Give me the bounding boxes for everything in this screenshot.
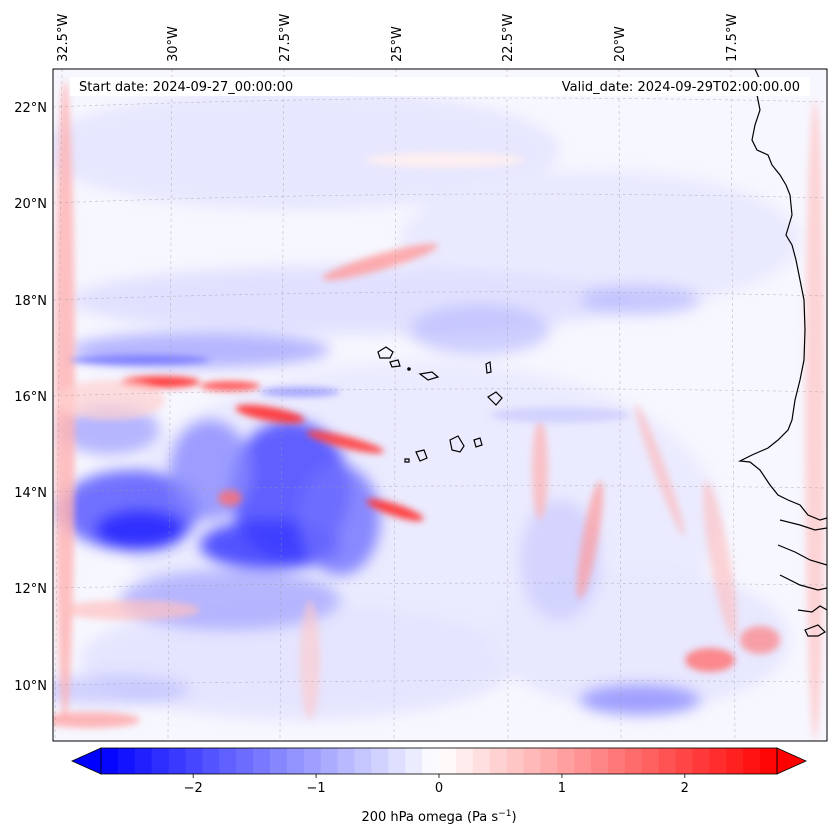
map-panel: Start date: 2024-09-27_00:00:00 Valid_da… <box>52 68 828 742</box>
colorbar-step <box>168 748 187 774</box>
colorbar-step <box>506 748 525 774</box>
colorbar-step <box>439 748 457 774</box>
colorbar-extend-max <box>776 747 807 775</box>
colorbar-step <box>405 748 423 774</box>
colorbar-step <box>540 748 558 774</box>
colorbar-step <box>422 748 440 774</box>
colorbar-step <box>134 748 153 774</box>
lat-label-10n: 10°N <box>14 679 47 694</box>
graticule <box>53 69 827 741</box>
coastline <box>377 69 827 637</box>
colorbar-step <box>286 748 305 774</box>
colorbar-tick-label: 2 <box>681 781 689 796</box>
colorbar-step <box>371 748 389 774</box>
lat-label-16n: 16°N <box>14 390 47 405</box>
colorbar-step <box>337 748 356 774</box>
colorbar-step <box>523 748 541 774</box>
colorbar-extend-min <box>71 747 102 775</box>
lon-label-27-5w: 27.5°W <box>278 14 293 62</box>
colorbar-step <box>675 748 694 774</box>
colorbar-step <box>692 748 710 774</box>
colorbar-step <box>557 748 575 774</box>
colorbar-step <box>641 748 660 774</box>
colorbar-step <box>151 748 170 774</box>
colorbar-step <box>624 748 643 774</box>
colorbar-step <box>574 748 592 774</box>
colorbar-step <box>726 748 744 774</box>
colorbar-step <box>185 748 203 774</box>
map-frame <box>52 68 828 742</box>
lon-label-32-5w: 32.5°W <box>56 14 71 62</box>
colorbar-step <box>236 748 254 774</box>
lon-label-30w: 30°W <box>166 26 181 62</box>
colorbar: −2 −1 0 1 2 200 hPa omega (Pa s−1) <box>71 747 807 825</box>
lon-label-25w: 25°W <box>390 26 405 62</box>
lon-label-22-5w: 22.5°W <box>501 14 516 62</box>
colorbar-step <box>455 748 474 774</box>
omega-field <box>53 80 825 740</box>
colorbar-step <box>608 748 626 774</box>
colorbar-step <box>253 748 271 774</box>
colorbar-label: 200 hPa omega (Pa s−1) <box>361 809 516 825</box>
lat-label-18n: 18°N <box>14 294 47 309</box>
start-date-label: Start date: 2024-09-27_00:00:00 <box>79 80 293 95</box>
colorbar-label-exponent: −1 <box>498 809 511 819</box>
colorbar-step <box>354 748 372 774</box>
latitude-labels: 22°N 20°N 18°N 16°N 14°N 12°N 10°N <box>14 101 47 694</box>
colorbar-label-close: ) <box>511 810 516 825</box>
colorbar-step <box>388 748 406 774</box>
valid-date-label: Valid_date: 2024-09-29T02:00:00.00 <box>562 80 800 95</box>
colorbar-tick-label: 1 <box>558 781 566 796</box>
colorbar-step <box>591 748 609 774</box>
colorbar-step <box>101 748 119 774</box>
lon-label-17-5w: 17.5°W <box>725 14 740 62</box>
colorbar-step <box>320 748 339 774</box>
colorbar-step <box>709 748 727 774</box>
colorbar-step <box>270 748 288 774</box>
lat-label-14n: 14°N <box>14 486 47 501</box>
colorbar-tick-label: −2 <box>184 781 203 796</box>
colorbar-step <box>658 748 677 774</box>
colorbar-step <box>489 748 508 774</box>
colorbar-step <box>202 748 220 774</box>
lat-label-22n: 22°N <box>14 101 47 116</box>
colorbar-step <box>743 748 761 774</box>
colorbar-steps <box>101 748 778 774</box>
colorbar-ticks: −2 −1 0 1 2 <box>184 774 689 796</box>
colorbar-label-main: 200 hPa omega (Pa s <box>361 810 498 825</box>
colorbar-tick-label: 0 <box>435 781 443 796</box>
colorbar-step <box>760 748 778 774</box>
lat-label-12n: 12°N <box>14 582 47 597</box>
colorbar-step <box>219 748 237 774</box>
colorbar-step <box>472 748 491 774</box>
colorbar-tick-label: −1 <box>307 781 326 796</box>
longitude-labels: 32.5°W 30°W 27.5°W 25°W 22.5°W 20°W 17.5… <box>56 14 740 62</box>
lat-label-20n: 20°N <box>14 197 47 212</box>
colorbar-step <box>117 748 136 774</box>
colorbar-step <box>303 748 322 774</box>
lon-label-20w: 20°W <box>613 26 628 62</box>
date-label-strip <box>70 77 810 96</box>
